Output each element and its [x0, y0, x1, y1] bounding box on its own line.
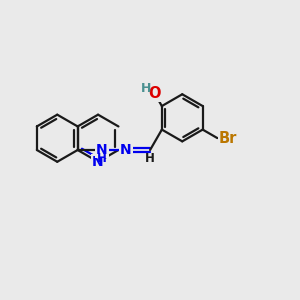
Text: N: N — [96, 143, 108, 157]
Text: N: N — [92, 155, 104, 169]
Text: H: H — [141, 82, 152, 94]
Text: N: N — [120, 143, 132, 157]
Text: H: H — [145, 152, 155, 165]
Text: O: O — [148, 86, 161, 101]
Text: H: H — [97, 152, 107, 165]
Text: Br: Br — [219, 130, 237, 146]
